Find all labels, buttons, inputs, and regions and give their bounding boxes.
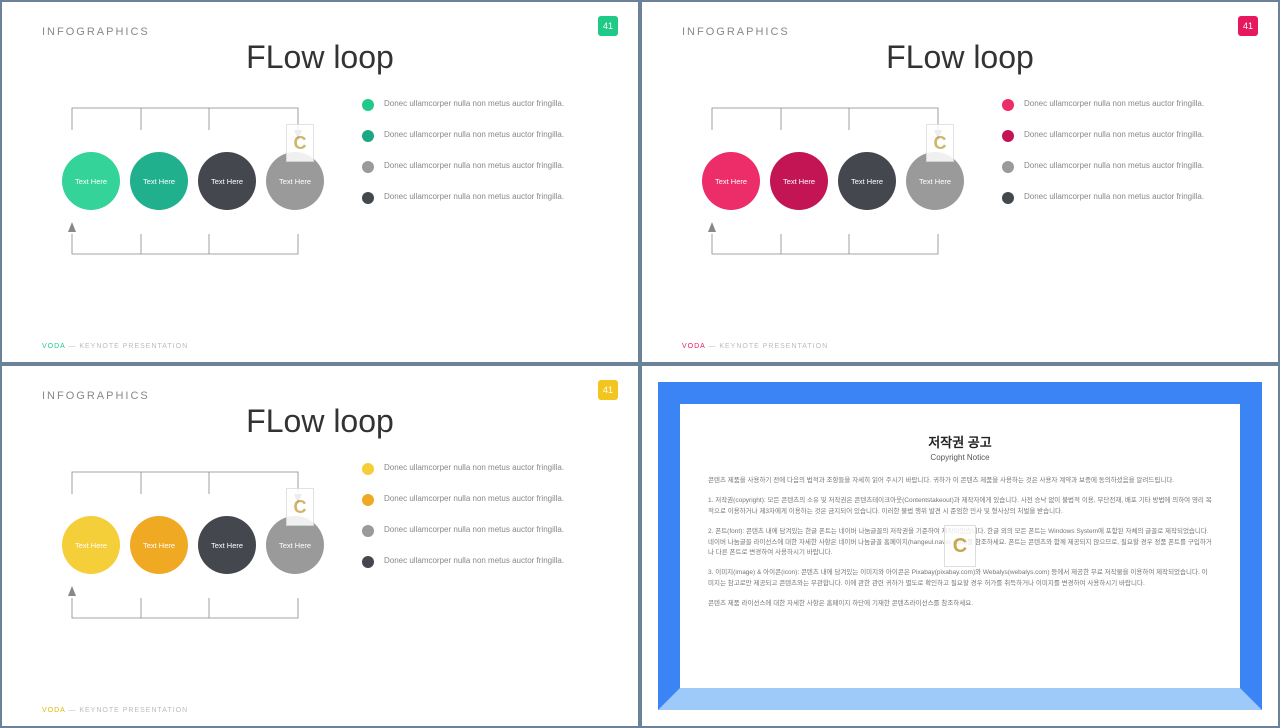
copyright-para: 콘텐츠 제품 라이선스에 대한 자세한 사항은 홈페이지 하단에 기재한 콘텐츠… [708,599,1212,609]
bullet-dot [1002,161,1014,173]
flow-node-1: Text Here [702,152,760,210]
bullet-item: Donec ullamcorper nulla non metus auctor… [362,462,598,475]
watermark-icon: C [926,124,954,162]
flow-diagram: Text Here Text Here Text Here Text Here … [42,460,332,630]
flow-node-1: Text Here [62,152,120,210]
flow-diagram: Text Here Text Here Text Here Text Here … [682,96,972,266]
bullet-item: Donec ullamcorper nulla non metus auctor… [1002,191,1238,204]
bullet-text: Donec ullamcorper nulla non metus auctor… [1024,191,1204,202]
bullet-dot [362,463,374,475]
copyright-para: 1. 저작권(copyright): 모든 콘텐츠의 소유 및 저작권은 콘텐츠… [708,496,1212,517]
bullet-list: Donec ullamcorper nulla non metus auctor… [1002,96,1238,266]
bullet-dot [362,525,374,537]
flow-node-3: Text Here [198,152,256,210]
bullet-text: Donec ullamcorper nulla non metus auctor… [384,191,564,202]
bullet-text: Donec ullamcorper nulla non metus auctor… [384,555,564,566]
footer-rest: — KEYNOTE PRESENTATION [65,343,188,350]
copyright-subtitle: Copyright Notice [708,453,1212,462]
footer-brand: VODA [42,707,65,714]
watermark-icon: C [286,124,314,162]
flow-node-2: Text Here [130,152,188,210]
bullet-text: Donec ullamcorper nulla non metus auctor… [384,160,564,171]
watermark-icon: C [944,525,976,567]
page-number-badge: 41 [598,16,618,36]
slide-green: 41 INFOGRAPHICS FLow loop Text Here Text… [2,2,638,362]
bullet-text: Donec ullamcorper nulla non metus auctor… [1024,160,1204,171]
page-number-badge: 41 [598,380,618,400]
bullet-item: Donec ullamcorper nulla non metus auctor… [1002,98,1238,111]
bullet-text: Donec ullamcorper nulla non metus auctor… [1024,98,1204,109]
bullet-text: Donec ullamcorper nulla non metus auctor… [384,462,564,473]
bullet-text: Donec ullamcorper nulla non metus auctor… [384,98,564,109]
bullet-dot [362,130,374,142]
copyright-para: 콘텐츠 제품을 사용하기 전에 다음의 법적과 조항들을 자세히 읽어 주시기 … [708,476,1212,486]
bullet-dot [362,494,374,506]
bullet-dot [362,99,374,111]
bullet-item: Donec ullamcorper nulla non metus auctor… [362,98,598,111]
bullet-dot [1002,130,1014,142]
flow-node-3: Text Here [198,516,256,574]
bullet-text: Donec ullamcorper nulla non metus auctor… [384,524,564,535]
footer-rest: — KEYNOTE PRESENTATION [65,707,188,714]
bullet-item: Donec ullamcorper nulla non metus auctor… [362,555,598,568]
section-label: INFOGRAPHICS [682,26,1238,38]
footer-brand: VODA [682,343,705,350]
page-number-badge: 41 [1238,16,1258,36]
slide-title: FLow loop [682,39,1238,76]
bullet-dot [1002,99,1014,111]
footer-rest: — KEYNOTE PRESENTATION [705,343,828,350]
slide-yellow: 41 INFOGRAPHICS FLow loop Text Here Text… [2,366,638,726]
bullet-item: Donec ullamcorper nulla non metus auctor… [362,524,598,537]
flow-node-1: Text Here [62,516,120,574]
bullet-dot [362,192,374,204]
flow-node-2: Text Here [130,516,188,574]
footer-brand: VODA [42,343,65,350]
flow-node-2: Text Here [770,152,828,210]
flow-diagram: Text Here Text Here Text Here Text Here … [42,96,332,266]
bullet-item: Donec ullamcorper nulla non metus auctor… [362,191,598,204]
bullet-text: Donec ullamcorper nulla non metus auctor… [1024,129,1204,140]
bullet-item: Donec ullamcorper nulla non metus auctor… [362,129,598,142]
bullet-list: Donec ullamcorper nulla non metus auctor… [362,460,598,630]
copyright-title: 저작권 공고 [708,432,1212,451]
footer: VODA — KEYNOTE PRESENTATION [682,343,828,350]
bullet-list: Donec ullamcorper nulla non metus auctor… [362,96,598,266]
copyright-para: 3. 이미지(image) & 아이콘(icon): 콘텐츠 내에 담겨있는 이… [708,568,1212,589]
bullet-dot [1002,192,1014,204]
bullet-item: Donec ullamcorper nulla non metus auctor… [362,493,598,506]
bullet-item: Donec ullamcorper nulla non metus auctor… [1002,129,1238,142]
slide-title: FLow loop [42,403,598,440]
slide-copyright: 저작권 공고 Copyright Notice 콘텐츠 제품을 사용하기 전에 … [642,366,1278,726]
section-label: INFOGRAPHICS [42,390,598,402]
bullet-item: Donec ullamcorper nulla non metus auctor… [362,160,598,173]
slide-title: FLow loop [42,39,598,76]
flow-node-3: Text Here [838,152,896,210]
bullet-dot [362,161,374,173]
watermark-icon: C [286,488,314,526]
section-label: INFOGRAPHICS [42,26,598,38]
bullet-item: Donec ullamcorper nulla non metus auctor… [1002,160,1238,173]
footer: VODA — KEYNOTE PRESENTATION [42,707,188,714]
footer: VODA — KEYNOTE PRESENTATION [42,343,188,350]
bullet-text: Donec ullamcorper nulla non metus auctor… [384,129,564,140]
slide-pink: 41 INFOGRAPHICS FLow loop Text Here Text… [642,2,1278,362]
bullet-text: Donec ullamcorper nulla non metus auctor… [384,493,564,504]
bullet-dot [362,556,374,568]
